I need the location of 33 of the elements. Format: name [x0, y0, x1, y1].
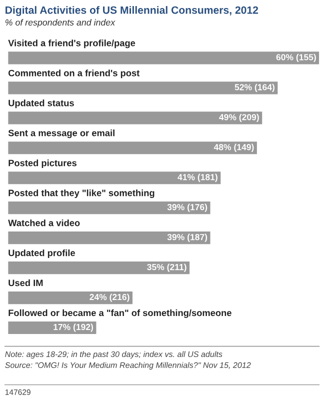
- y-tick-label: Posted that they "like" something: [8, 189, 154, 198]
- y-tick-label: Updated status: [8, 100, 74, 108]
- y-tick-label: Used IM: [8, 279, 43, 286]
- bar: [8, 291, 133, 304]
- data-label: 39% (176): [167, 204, 208, 212]
- data-label: 24% (216): [90, 294, 130, 302]
- bar: [8, 262, 190, 274]
- source-note: Source: "OMG! Is Your Medium Reaching Millennials?" Nov 15, 2012: [5, 362, 251, 370]
- bar: [8, 142, 257, 154]
- chart-subtitle: % of respondents and index: [5, 19, 116, 28]
- chart-title: Digital Activities of US Millennial Consumers, 2012: [6, 6, 258, 16]
- text: Note: ages 18-29; in the past 30 days; index vs. all US adults: [5, 351, 222, 359]
- data-label: 60% (155): [276, 54, 316, 62]
- bar: [8, 232, 210, 244]
- bar: [8, 52, 320, 64]
- bar: [8, 172, 221, 184]
- y-tick-label: Commented on a friend's post: [8, 70, 140, 78]
- data-label: 49% (209): [219, 114, 259, 122]
- y-tick-label: Updated profile: [8, 249, 76, 258]
- y-tick-label: Watched a video: [8, 219, 80, 226]
- bar: [8, 112, 262, 124]
- y-tick-label: Visited a friend's profile/page: [8, 40, 136, 48]
- y-tick-label: Followed or became a "fan" of something/someone: [8, 309, 232, 318]
- data-label: 35% (211): [147, 264, 186, 272]
- y-tick-label: Posted pictures: [8, 160, 76, 168]
- data-label: 17% (192): [54, 324, 94, 332]
- y-tick-label: Sent a message or email: [8, 130, 114, 138]
- data-label: 39% (187): [167, 234, 208, 242]
- data-label: 52% (164): [234, 84, 274, 92]
- data-label: 41% (181): [178, 174, 218, 182]
- bar: [8, 82, 278, 94]
- data-label: 48% (149): [214, 144, 254, 152]
- bar: [8, 202, 210, 214]
